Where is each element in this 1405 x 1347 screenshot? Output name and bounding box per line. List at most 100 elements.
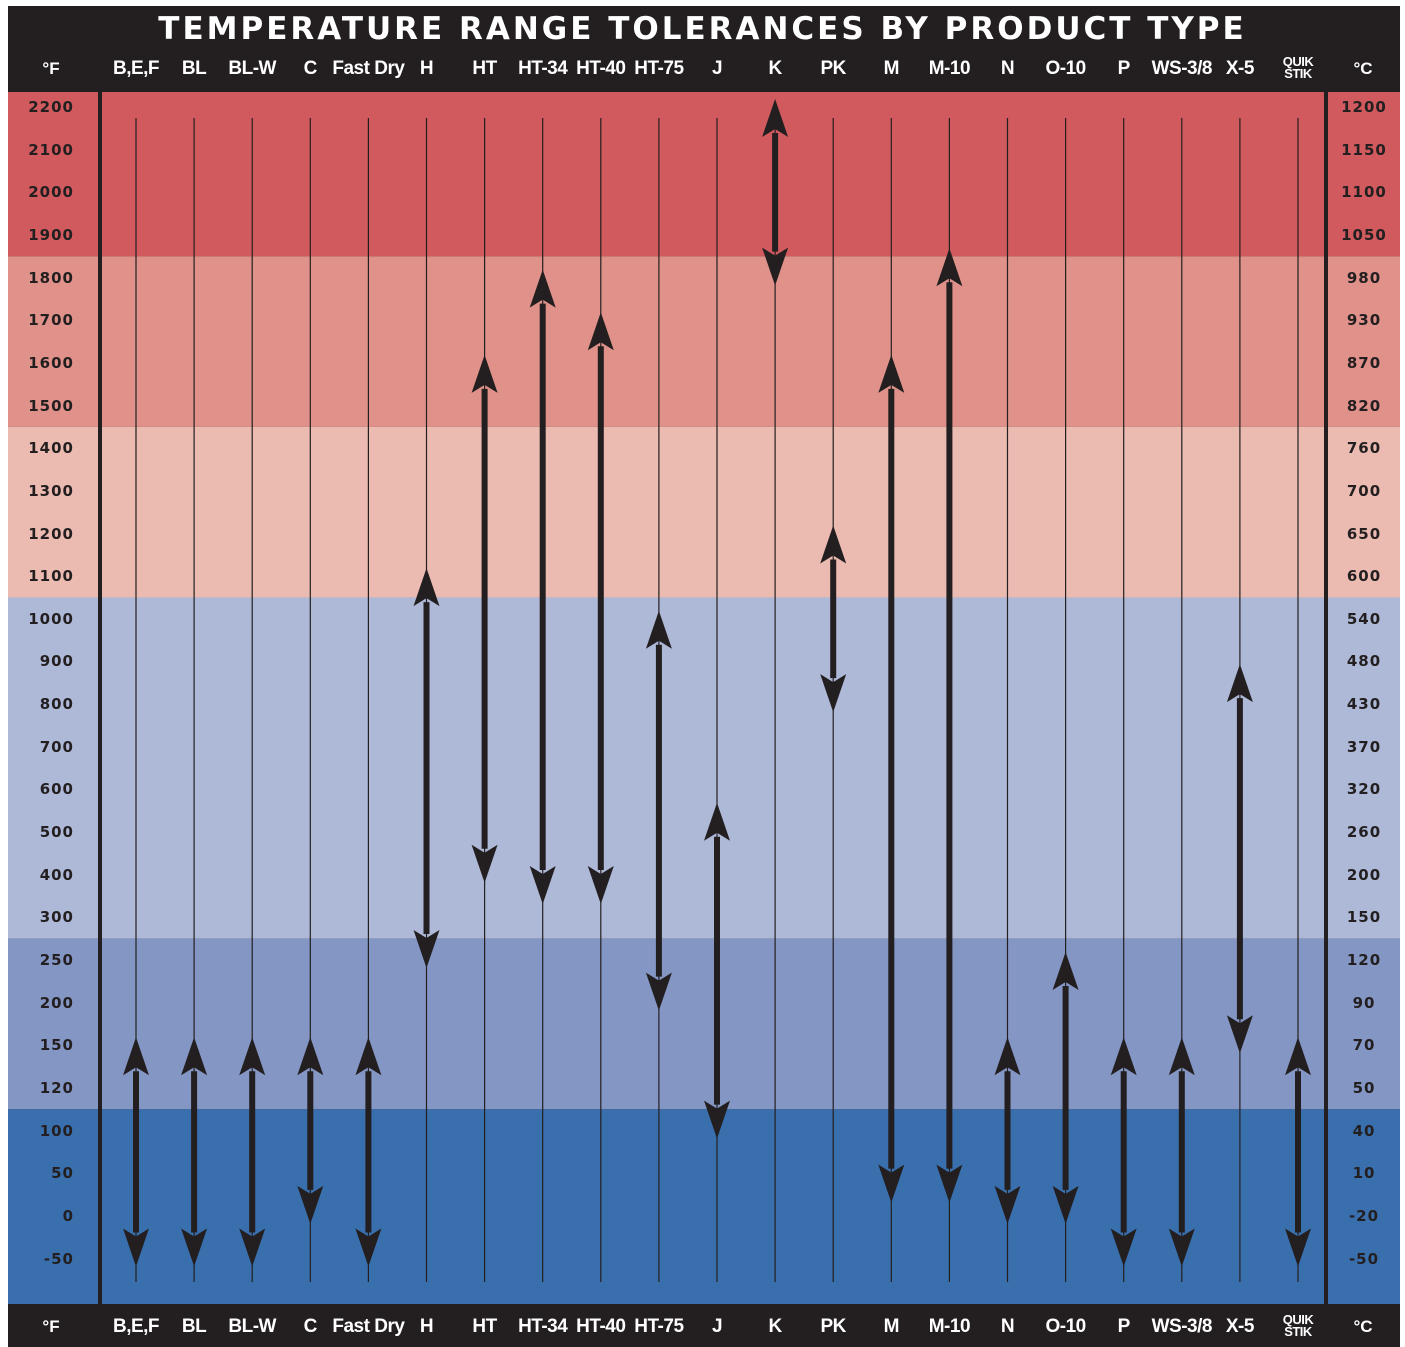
y-tick-celsius: 70 <box>1352 1036 1376 1055</box>
y-tick-fahrenheit: 400 <box>39 865 74 884</box>
range-arrow-head-up <box>239 1037 266 1076</box>
column-header-top: Fast Dry <box>332 58 405 79</box>
range-arrow-head-up <box>645 610 672 649</box>
range-arrow-head-up <box>936 248 963 287</box>
unit-fahrenheit-bottom: °F <box>42 1317 60 1336</box>
range-arrow-head-up <box>878 354 905 393</box>
column-header-bottom: HT <box>472 1316 497 1337</box>
right-axis-line <box>1324 52 1328 1347</box>
column-header-bottom: B,E,F <box>112 1316 160 1337</box>
unit-celsius-bottom: °C <box>1353 1317 1373 1336</box>
y-tick-fahrenheit: 700 <box>39 737 74 756</box>
column-header-top: PK <box>820 58 846 79</box>
y-tick-fahrenheit: 2000 <box>28 183 74 202</box>
y-tick-fahrenheit: 600 <box>39 780 74 799</box>
column-header-bottom: J <box>711 1316 723 1337</box>
range-arrow-head-down <box>355 1228 382 1267</box>
y-tick-fahrenheit: 300 <box>39 908 74 927</box>
temperature-band <box>8 426 1400 598</box>
column-header-bottom: HT-34 <box>518 1316 568 1337</box>
column-header-top: C <box>303 58 318 79</box>
unit-fahrenheit-top: °F <box>42 59 60 78</box>
range-arrow-head-down <box>529 866 556 905</box>
y-tick-celsius: 820 <box>1346 396 1382 415</box>
y-tick-celsius: 50 <box>1352 1078 1376 1097</box>
y-tick-fahrenheit: 1600 <box>28 353 74 372</box>
range-arrow-head-up <box>123 1037 149 1076</box>
column-header-top: HT-75 <box>634 58 684 79</box>
y-tick-fahrenheit: 800 <box>39 695 74 714</box>
temperature-band <box>8 1109 1400 1304</box>
column-header-top: N <box>1000 58 1015 79</box>
y-tick-celsius: 260 <box>1346 823 1382 842</box>
y-tick-celsius: 1150 <box>1341 140 1387 159</box>
range-arrow-head-down <box>587 866 614 905</box>
y-tick-celsius: 200 <box>1346 865 1382 884</box>
range-arrow-head-down <box>181 1228 208 1267</box>
y-tick-fahrenheit: 500 <box>39 823 74 842</box>
column-header-bottom: P <box>1117 1316 1131 1337</box>
column-header-top: HT-34 <box>518 58 568 79</box>
y-tick-fahrenheit: 100 <box>39 1121 74 1140</box>
column-header-top: BL <box>181 58 207 79</box>
range-arrow-head-down <box>1285 1228 1311 1267</box>
range-arrow-head-up <box>355 1037 382 1076</box>
column-header-bottom: X-5 <box>1225 1316 1255 1337</box>
y-tick-celsius: 700 <box>1346 481 1382 500</box>
y-tick-fahrenheit: 150 <box>39 1036 74 1055</box>
y-tick-fahrenheit: 50 <box>51 1164 74 1183</box>
y-tick-fahrenheit: 1100 <box>28 567 74 586</box>
column-header-bottom: C <box>303 1316 318 1337</box>
range-arrow-head-up <box>1052 952 1079 990</box>
range-arrow-head-down <box>1110 1228 1137 1267</box>
y-tick-celsius: 980 <box>1346 268 1382 287</box>
y-tick-celsius: 150 <box>1346 908 1382 927</box>
y-tick-fahrenheit: 250 <box>39 951 74 969</box>
column-header-top: M-10 <box>928 58 971 79</box>
column-header-bottom: Fast Dry <box>332 1316 405 1337</box>
column-header-top: B,E,F <box>112 58 160 79</box>
range-arrow-head-down <box>820 674 847 713</box>
range-arrow-head-down <box>239 1228 266 1267</box>
y-tick-celsius: 930 <box>1346 311 1382 330</box>
column-header-bottom: H <box>419 1316 434 1337</box>
range-arrow-head-down <box>994 1185 1021 1224</box>
y-tick-celsius: 40 <box>1352 1121 1376 1140</box>
column-header-top: M <box>883 58 900 79</box>
range-arrow-head-down <box>936 1164 963 1203</box>
y-tick-celsius: 1200 <box>1341 98 1387 116</box>
range-arrow-head-up <box>1285 1037 1311 1076</box>
column-header-bottom: K <box>768 1316 782 1337</box>
range-arrow-head-up <box>1168 1037 1195 1076</box>
range-arrow-head-up <box>587 312 614 351</box>
y-tick-celsius: 370 <box>1346 737 1382 756</box>
column-header-top: P <box>1117 58 1131 79</box>
unit-celsius-top: °C <box>1353 59 1373 78</box>
y-tick-fahrenheit: 2200 <box>28 98 74 116</box>
column-header-top: J <box>711 58 723 79</box>
range-arrow-head-down <box>297 1185 324 1224</box>
range-arrow-head-down <box>1052 1185 1079 1224</box>
range-arrow-head-down <box>704 1100 730 1139</box>
y-tick-fahrenheit: 0 <box>62 1206 74 1225</box>
range-arrow-head-up <box>994 1037 1021 1076</box>
y-tick-celsius: 320 <box>1346 780 1382 799</box>
column-header-bottom: O-10 <box>1045 1316 1086 1337</box>
y-tick-celsius: 650 <box>1346 524 1382 543</box>
range-arrow-head-down <box>645 972 672 1011</box>
column-header-top: WS-3/8 <box>1151 58 1213 79</box>
y-tick-celsius: 540 <box>1346 609 1382 628</box>
y-tick-celsius: -20 <box>1348 1206 1380 1225</box>
column-header-top: QUIK STIK <box>1282 54 1314 81</box>
column-header-bottom: BL <box>181 1316 207 1337</box>
range-arrow-head-up <box>413 568 440 607</box>
y-tick-fahrenheit: 1000 <box>28 609 74 628</box>
y-tick-celsius: 1050 <box>1341 225 1387 244</box>
range-arrow-head-down <box>1226 1015 1253 1054</box>
column-header-bottom: QUIK STIK <box>1282 1312 1314 1339</box>
column-header-bottom: PK <box>820 1316 846 1337</box>
y-tick-celsius: 120 <box>1346 951 1382 969</box>
y-tick-celsius: 90 <box>1352 993 1376 1012</box>
y-tick-fahrenheit: 1700 <box>28 311 74 330</box>
